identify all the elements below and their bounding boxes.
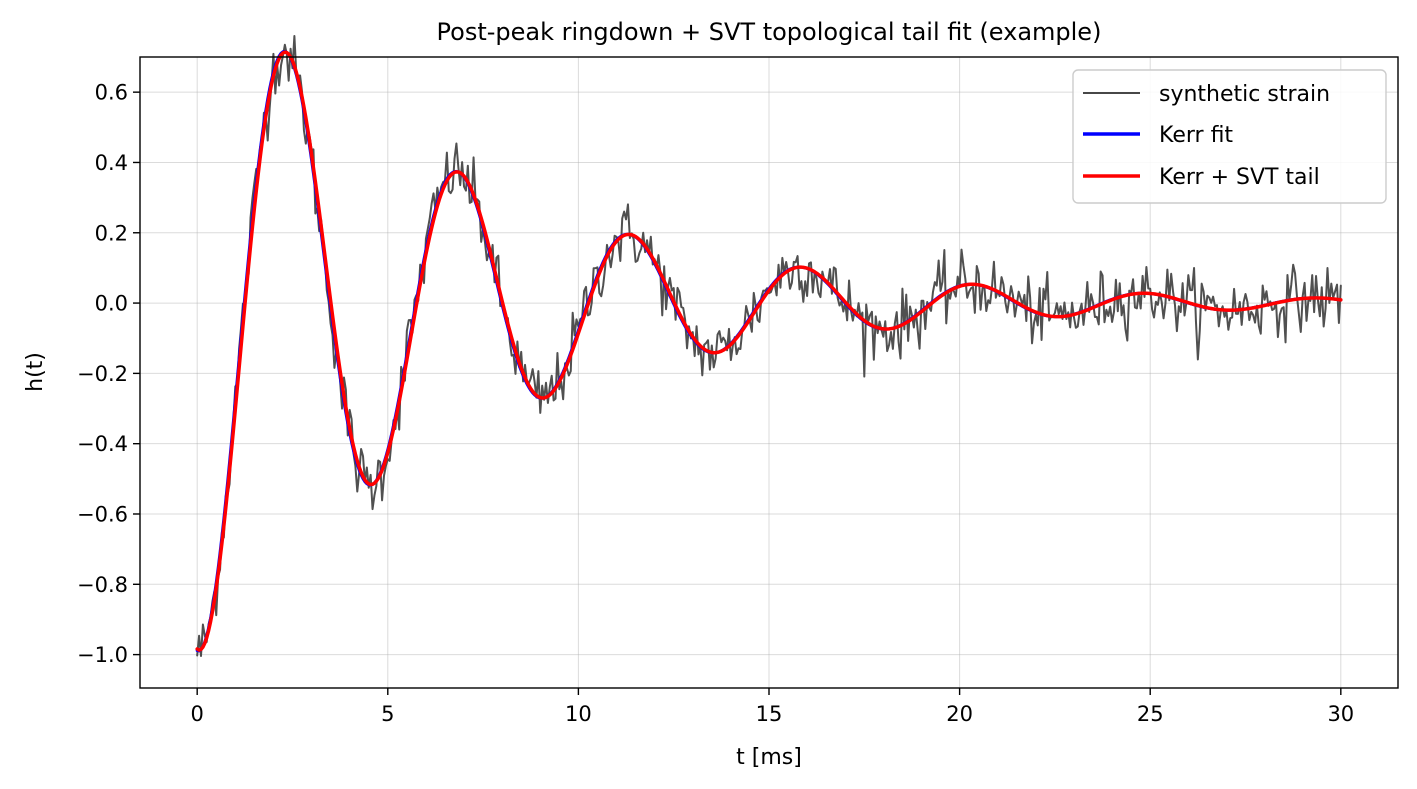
ticks: 0 5 10 15 20 25 30 −1.0 −0.8 −0.6 −0.4 −0.2 0.0 0.2 0.… xyxy=(77,81,1354,726)
x-tick-label: 0 xyxy=(190,702,203,726)
series-layer xyxy=(195,34,1343,658)
x-tick-label: 25 xyxy=(1137,702,1164,726)
x-axis-label: t [ms] xyxy=(736,745,802,770)
y-tick-label: −0.8 xyxy=(77,573,128,597)
legend: synthetic strain Kerr fit Kerr + SVT tai… xyxy=(1072,69,1387,204)
x-tick-label: 20 xyxy=(946,702,973,726)
y-tick-label: −1.0 xyxy=(77,643,128,667)
y-axis-label: h(t) xyxy=(23,352,48,392)
x-tick-label: 15 xyxy=(756,702,783,726)
y-tick-label: −0.2 xyxy=(77,362,128,386)
legend-label-kerr-svt-tail: Kerr + SVT tail xyxy=(1159,165,1320,190)
y-tick-label: −0.6 xyxy=(77,502,128,526)
y-tick-label: −0.4 xyxy=(77,432,128,456)
x-tick-label: 5 xyxy=(381,702,394,726)
series-line-kerr-svt-tail xyxy=(195,50,1343,652)
chart-title: Post-peak ringdown + SVT topological tai… xyxy=(437,18,1102,46)
x-tick-label: 10 xyxy=(565,702,592,726)
legend-box xyxy=(1072,69,1387,204)
x-tick-label: 30 xyxy=(1327,702,1354,726)
y-tick-label: 0.0 xyxy=(95,292,128,316)
y-tick-label: 0.2 xyxy=(95,221,128,245)
legend-label-kerr-fit: Kerr fit xyxy=(1159,123,1233,148)
grid xyxy=(140,57,1398,688)
y-tick-label: 0.6 xyxy=(95,81,128,105)
legend-label-synthetic-strain: synthetic strain xyxy=(1159,82,1330,107)
y-tick-label: 0.4 xyxy=(95,151,128,175)
